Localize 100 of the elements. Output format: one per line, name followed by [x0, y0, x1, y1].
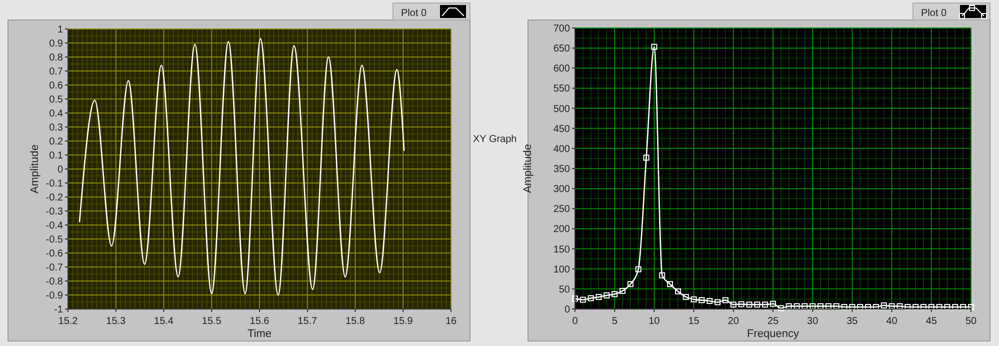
point [651, 44, 658, 50]
point [706, 298, 713, 304]
point [722, 297, 728, 304]
x-tick-label: 15.8 [346, 316, 366, 327]
x-tick-label: 45 [926, 316, 938, 327]
point [920, 304, 926, 310]
y-tick-label: -0.9 [46, 290, 64, 302]
x-tick-label: 30 [807, 316, 819, 327]
y-tick-label: 1 [57, 24, 64, 36]
point [612, 291, 618, 298]
y-tick-label: 0.4 [49, 108, 64, 120]
point [690, 296, 697, 302]
y-tick-label: 600 [553, 64, 570, 75]
legend-label: Plot 0 [921, 8, 948, 19]
legend-label: Plot 0 [401, 8, 428, 19]
y-tick-label: 700 [553, 24, 570, 34]
x-tick-label: 15.6 [250, 316, 270, 327]
point [738, 301, 744, 308]
x-tick-label: 5 [612, 316, 618, 327]
y-tick-label: 0 [564, 304, 570, 316]
x-tick-label: 20 [728, 316, 740, 327]
y-tick-label: -0.1 [46, 178, 64, 190]
point [596, 294, 602, 300]
y-tick-label: -0.5 [46, 234, 64, 246]
point [841, 304, 848, 310]
x-tick-label: 35 [846, 316, 858, 327]
y-tick-label: 300 [553, 184, 570, 196]
y-tick-label: 650 [553, 44, 570, 55]
point [880, 302, 887, 308]
y-tick-label: 0.7 [49, 66, 64, 78]
point [928, 304, 934, 310]
y-axis-title: Amplitude [522, 144, 534, 193]
x-tick-label: 50 [965, 316, 977, 327]
line-series [78, 38, 405, 296]
point [746, 302, 752, 308]
y-tick-label: 250 [553, 204, 570, 216]
y-tick-label: 0.2 [49, 136, 64, 148]
point [588, 295, 594, 302]
point [960, 304, 966, 310]
text: XY Graph [473, 134, 517, 145]
y-axis-title: Amplitude [29, 144, 41, 194]
x-tick-label: 15.3 [106, 316, 126, 327]
point [627, 281, 634, 288]
y-tick-label: 0.6 [49, 80, 64, 92]
point [778, 305, 784, 312]
point [849, 304, 856, 310]
x-tick-label: 10 [648, 316, 660, 327]
point [572, 296, 578, 302]
x-tick-label: 15.9 [393, 316, 414, 327]
point [754, 302, 760, 308]
point [730, 302, 736, 308]
point [698, 297, 705, 304]
x-axis-title: Time [247, 328, 272, 340]
point [968, 304, 974, 310]
y-tick-label: -0.2 [46, 192, 64, 204]
point [872, 304, 879, 310]
y-tick-label: 50 [558, 284, 570, 296]
y-tick-label: 0.5 [49, 94, 64, 106]
point [580, 296, 586, 303]
y-tick-label: 0.1 [49, 150, 64, 162]
y-tick-label: 200 [553, 224, 570, 236]
y-tick-label: 150 [553, 244, 570, 256]
y-tick-label: -0.6 [46, 248, 64, 260]
y-tick-label: 450 [553, 124, 570, 135]
point [635, 266, 642, 272]
point [936, 304, 942, 310]
point [952, 304, 958, 310]
point [762, 302, 768, 308]
point [667, 281, 674, 288]
y-tick-label: 550 [553, 84, 570, 95]
point [659, 272, 666, 278]
point [904, 304, 911, 310]
point [857, 304, 864, 310]
x-tick-label: 15.4 [154, 316, 174, 327]
point [912, 304, 919, 310]
y-tick-label: 0 [57, 164, 64, 176]
x-axis-title: Frequency [747, 328, 800, 340]
point [944, 304, 950, 310]
y-tick-label: 0.8 [49, 52, 64, 64]
x-tick-label: 15 [688, 316, 700, 327]
point [682, 294, 689, 300]
x-tick-label: 16 [445, 316, 457, 327]
point [643, 154, 650, 161]
y-tick-label: -0.4 [46, 220, 64, 232]
y-tick-label: 400 [553, 144, 570, 155]
point [865, 304, 872, 310]
y-tick-label: 0.9 [49, 38, 64, 50]
point [714, 299, 721, 306]
x-tick-label: 40 [886, 316, 898, 327]
y-tick-label: 350 [553, 164, 570, 175]
x-tick-label: 15.7 [298, 316, 318, 327]
x-tick-label: 25 [767, 316, 779, 327]
y-tick-label: 100 [553, 264, 570, 276]
y-tick-label: -0.8 [46, 276, 64, 288]
point [620, 288, 626, 294]
x-tick-label: 0 [572, 316, 578, 327]
point [604, 292, 610, 298]
x-tick-label: 15.5 [202, 316, 222, 327]
y-tick-label: 0.3 [49, 122, 64, 134]
point [674, 288, 681, 294]
